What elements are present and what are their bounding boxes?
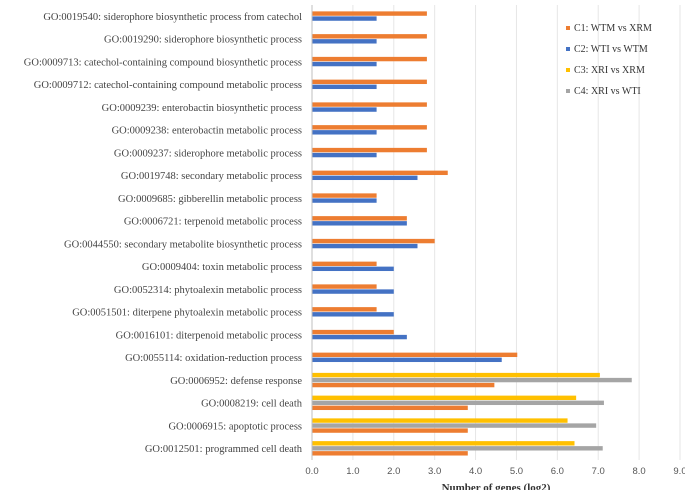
category-label: GO:0012501: programmed cell death [145, 444, 303, 455]
bars [312, 11, 632, 456]
bar-1-row-1 [312, 11, 427, 16]
legend-swatch [566, 68, 570, 72]
legend-swatch [566, 26, 570, 30]
category-label: GO:0019748: secondary metabolic process [121, 171, 302, 182]
category-label: GO:0016101: diterpenoid metabolic proces… [116, 330, 302, 341]
category-label: GO:0051501: diterpene phytoalexin metabo… [72, 308, 302, 319]
x-tick-label: 2.0 [387, 466, 400, 477]
bar-3-row-18 [312, 395, 577, 401]
bar-3-row-20 [312, 441, 575, 446]
bar-2-row-10 [312, 221, 407, 226]
x-tick-label: 7.0 [592, 466, 605, 477]
bar-1-row-11 [312, 238, 435, 244]
category-label: GO:0019540: siderophore biosynthetic pro… [43, 12, 302, 23]
bar-2-row-14 [312, 312, 394, 317]
legend-label: C4: XRI vs WTI [574, 86, 641, 97]
category-label: GO:0006952: defense response [170, 376, 302, 387]
legend-swatch [566, 89, 570, 93]
x-tick-label: 6.0 [551, 466, 564, 477]
bar-2-row-5 [312, 107, 377, 112]
bar-2-row-1 [312, 16, 377, 21]
bar-4-row-17 [312, 377, 632, 383]
bar-1-row-3 [312, 56, 427, 62]
category-label: GO:0009239: enterobactin biosynthetic pr… [102, 103, 302, 114]
bar-1-row-12 [312, 261, 377, 267]
bar-2-row-16 [312, 357, 502, 363]
bar-2-row-7 [312, 152, 377, 158]
bar-1-row-18 [312, 405, 468, 411]
bar-1-row-10 [312, 216, 407, 221]
bar-1-row-5 [312, 102, 427, 107]
category-label: GO:0009404: toxin metabolic process [142, 262, 302, 273]
category-label: GO:0044550: secondary metabolite biosynt… [64, 239, 302, 250]
category-label: GO:0009713: catechol-containing compound… [24, 57, 302, 68]
bar-2-row-4 [312, 84, 377, 90]
bar-2-row-15 [312, 334, 407, 340]
bar-4-row-18 [312, 400, 604, 406]
legend-label: C1: WTM vs XRM [574, 23, 652, 34]
bar-1-row-16 [312, 352, 518, 358]
x-tick-labels: 0.0 1.0 2.0 3.0 4.0 5.0 6.0 7.0 8.0 9.0 [305, 466, 685, 477]
bar-1-row-6 [312, 125, 427, 130]
bar-1-row-7 [312, 147, 427, 153]
x-tick-label: 3.0 [428, 466, 441, 477]
category-label: GO:0019290: siderophore biosynthetic pro… [104, 35, 302, 46]
x-tick-label: 4.0 [469, 466, 482, 477]
bar-1-row-20 [312, 451, 468, 456]
bar-3-row-19 [312, 418, 568, 423]
bar-2-row-13 [312, 289, 394, 294]
category-label: GO:0006915: apoptotic process [168, 421, 302, 432]
bar-2-row-8 [312, 175, 418, 181]
bar-4-row-19 [312, 423, 597, 428]
category-label: GO:0009712: catechol-containing compound… [34, 80, 302, 91]
bar-1-row-2 [312, 34, 427, 39]
bar-1-row-8 [312, 170, 448, 176]
category-labels: GO:0019540: siderophore biosynthetic pro… [24, 12, 303, 455]
x-tick-label: 1.0 [346, 466, 359, 477]
x-tick-label: 0.0 [305, 466, 318, 477]
bar-1-row-14 [312, 307, 377, 312]
legend-label: C2: WTI vs WTM [574, 44, 648, 55]
legend: C1: WTM vs XRM C2: WTI vs WTM C3: XRI vs X… [566, 23, 652, 97]
bar-4-row-20 [312, 446, 603, 451]
x-axis-title: Number of genes (log2) [442, 482, 551, 490]
bar-1-row-15 [312, 329, 394, 335]
bar-3-row-17 [312, 372, 600, 378]
category-label: GO:0009685: gibberellin metabolic proces… [118, 194, 302, 205]
bar-2-row-3 [312, 61, 377, 67]
category-label: GO:0006721: terpenoid metabolic process [124, 217, 302, 228]
x-tick-label: 5.0 [510, 466, 523, 477]
bar-2-row-6 [312, 130, 377, 135]
bar-1-row-9 [312, 193, 377, 198]
category-label: GO:0009238: enterobactin metabolic proce… [112, 126, 302, 137]
category-label: GO:0052314: phytoalexin metabolic proces… [114, 285, 302, 296]
category-label: GO:0009237: siderophore metabolic proces… [114, 148, 302, 159]
bar-1-row-19 [312, 428, 468, 433]
bar-2-row-11 [312, 243, 418, 249]
category-label: GO:0055114: oxidation-reduction process [125, 353, 302, 364]
bar-1-row-4 [312, 79, 427, 85]
x-tick-label: 8.0 [633, 466, 646, 477]
bar-2-row-2 [312, 39, 377, 44]
bar-1-row-13 [312, 284, 377, 289]
x-tick-label: 9.0 [673, 466, 685, 477]
category-label: GO:0008219: cell death [201, 399, 303, 410]
bar-2-row-12 [312, 266, 394, 272]
bar-1-row-17 [312, 382, 495, 388]
bar-2-row-9 [312, 198, 377, 203]
legend-label: C3: XRI vs XRM [574, 65, 645, 76]
legend-swatch [566, 47, 570, 51]
